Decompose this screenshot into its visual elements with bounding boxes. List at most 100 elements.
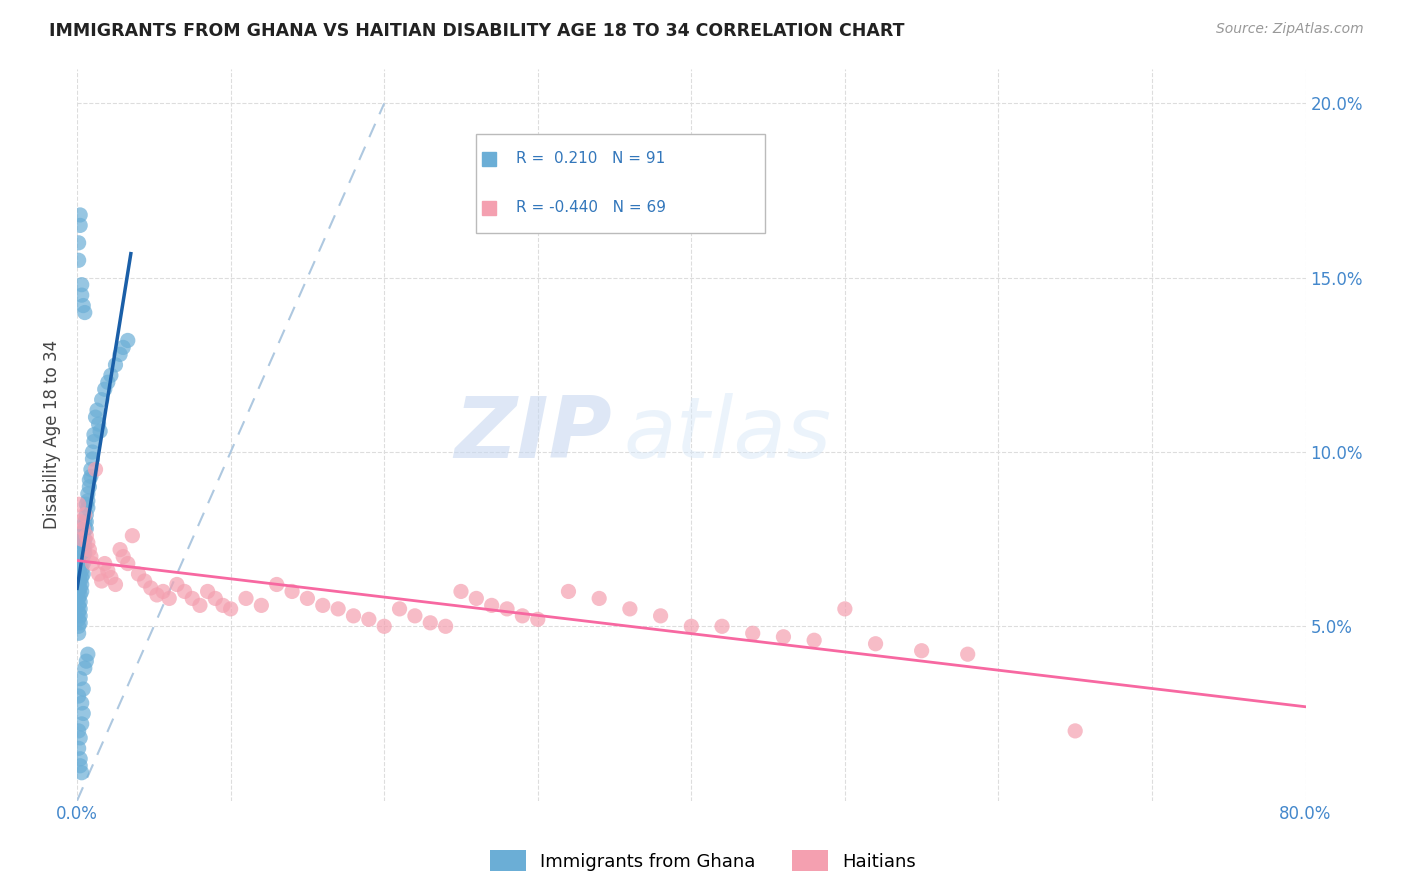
Point	[72, 567, 94, 582]
Point	[70, 532, 93, 546]
Point	[357, 612, 380, 626]
Point	[82, 445, 104, 459]
Point	[70, 288, 93, 302]
Point	[69, 602, 91, 616]
Point	[557, 584, 579, 599]
Point	[152, 584, 174, 599]
Point	[83, 427, 105, 442]
Point	[80, 469, 103, 483]
Point	[146, 588, 169, 602]
Point	[69, 758, 91, 772]
Point	[281, 584, 304, 599]
Point	[865, 637, 887, 651]
Point	[97, 376, 120, 390]
Point	[69, 574, 91, 588]
Point	[69, 560, 91, 574]
Point	[87, 417, 110, 431]
Point	[741, 626, 763, 640]
Point	[83, 434, 105, 449]
Point	[496, 602, 519, 616]
Point	[70, 564, 93, 578]
Point	[75, 497, 97, 511]
Point	[956, 647, 979, 661]
Point	[86, 403, 108, 417]
Point	[326, 602, 349, 616]
Point	[434, 619, 457, 633]
Point	[70, 549, 93, 564]
Point	[72, 522, 94, 536]
Point	[235, 591, 257, 606]
Point	[72, 549, 94, 564]
Text: IMMIGRANTS FROM GHANA VS HAITIAN DISABILITY AGE 18 TO 34 CORRELATION CHART: IMMIGRANTS FROM GHANA VS HAITIAN DISABIL…	[49, 22, 904, 40]
Point	[76, 535, 98, 549]
Point	[681, 619, 703, 633]
Point	[219, 602, 242, 616]
Point	[67, 626, 90, 640]
Point	[73, 532, 96, 546]
Point	[79, 473, 101, 487]
Point	[166, 577, 188, 591]
Point	[212, 599, 235, 613]
Point	[67, 599, 90, 613]
Point	[100, 368, 122, 383]
Point	[73, 539, 96, 553]
Point	[104, 358, 127, 372]
Point	[834, 602, 856, 616]
Point	[181, 591, 204, 606]
Point	[266, 577, 288, 591]
Point	[84, 410, 107, 425]
Point	[69, 588, 91, 602]
Point	[70, 717, 93, 731]
Point	[70, 577, 93, 591]
Point	[67, 591, 90, 606]
Point	[70, 557, 93, 571]
Point	[67, 584, 90, 599]
Point	[419, 615, 441, 630]
Point	[69, 581, 91, 595]
Point	[70, 535, 93, 549]
Point	[69, 515, 91, 529]
Point	[97, 564, 120, 578]
Point	[76, 500, 98, 515]
Point	[588, 591, 610, 606]
Point	[388, 602, 411, 616]
Y-axis label: Disability Age 18 to 34: Disability Age 18 to 34	[44, 340, 60, 529]
Point	[73, 661, 96, 675]
Point	[69, 553, 91, 567]
Point	[70, 696, 93, 710]
Point	[75, 654, 97, 668]
Point	[67, 570, 90, 584]
Point	[803, 633, 825, 648]
Point	[87, 567, 110, 582]
Point	[90, 392, 112, 407]
Point	[93, 382, 115, 396]
Point	[84, 462, 107, 476]
Point	[75, 522, 97, 536]
Point	[72, 706, 94, 721]
Point	[108, 347, 131, 361]
Point	[619, 602, 641, 616]
Point	[72, 542, 94, 557]
Point	[69, 731, 91, 745]
Point	[73, 546, 96, 560]
Point	[772, 630, 794, 644]
Point	[70, 584, 93, 599]
Point	[69, 208, 91, 222]
Point	[89, 424, 111, 438]
Text: atlas: atlas	[624, 393, 832, 476]
Point	[100, 570, 122, 584]
Point	[70, 542, 93, 557]
Point	[204, 591, 226, 606]
Point	[404, 608, 426, 623]
Point	[250, 599, 273, 613]
Point	[104, 577, 127, 591]
Point	[75, 529, 97, 543]
Point	[75, 515, 97, 529]
Point	[297, 591, 319, 606]
Legend: Immigrants from Ghana, Haitians: Immigrants from Ghana, Haitians	[482, 843, 924, 879]
Point	[711, 619, 734, 633]
Point	[112, 340, 135, 354]
Point	[69, 615, 91, 630]
Point	[70, 277, 93, 292]
Text: ZIP: ZIP	[454, 393, 612, 476]
